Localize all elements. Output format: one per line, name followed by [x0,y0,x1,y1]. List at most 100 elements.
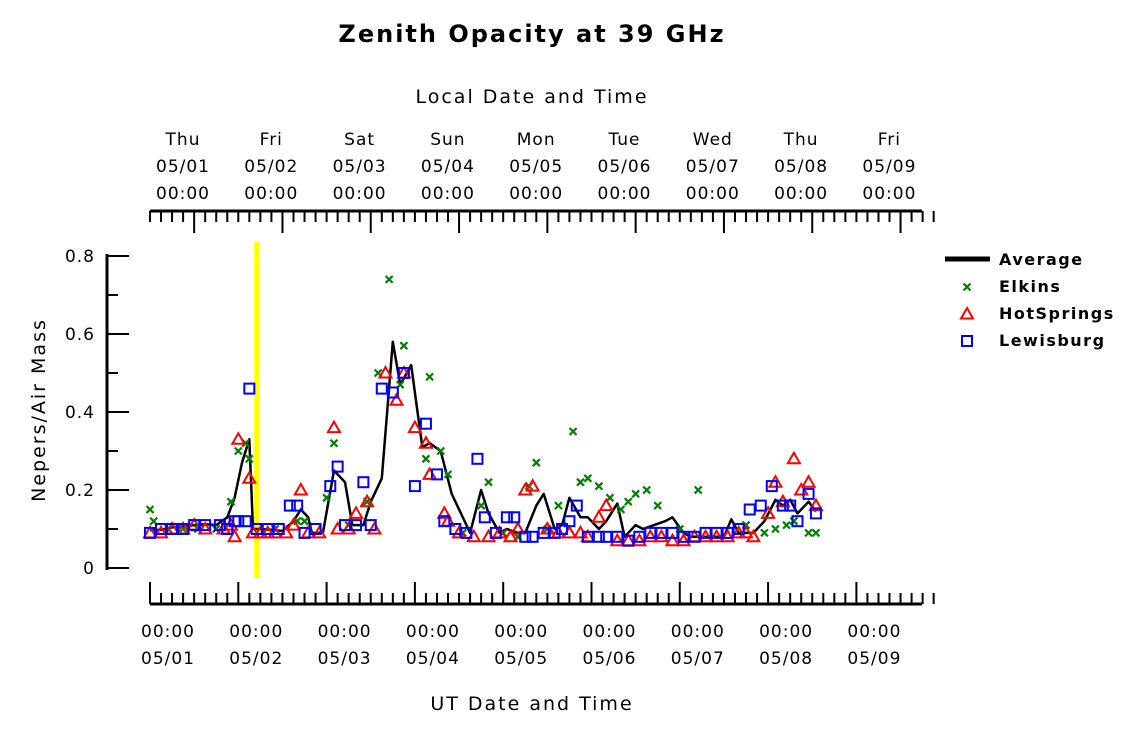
top-axis-label: Local Date and Time [415,86,648,108]
series-lewisburg-point [188,519,201,532]
top-axis: Thu 05/01 00:00 Fri 05/02 00:00 Sat 05/03 00:00 S… [149,130,935,233]
series-hotsprings-point [730,524,747,539]
series-hotsprings-point [153,524,169,539]
series-lewisburg-point [611,530,624,543]
top-tick-day: Mon [517,130,556,150]
legend-elkins-label: Elkins [999,277,1061,296]
series-hotsprings-point [675,532,692,547]
series-elkins-point [322,493,331,503]
series-hotsprings-point [760,505,776,519]
series-lewisburg-point [622,534,635,547]
series-lewisburg-point [677,530,690,543]
x-axis-label: UT Date and Time [430,693,633,715]
series-elkins-point [421,454,431,464]
series-lewisburg-point [710,526,723,539]
series-lewisburg-point [721,526,734,539]
top-tick-date: 05/01 [156,157,210,177]
series-elkins-point [653,501,663,510]
series-lewisburg-point [239,515,252,528]
series-hotsprings-point [745,528,762,543]
bottom-tick-time: 00:00 [318,622,372,642]
top-tick-date: 05/02 [244,157,298,177]
series-lewisburg-point [500,511,513,524]
top-tick-day: Fri [878,130,901,150]
series-lewisburg-point [556,523,569,535]
top-tick-day: Thu [783,130,819,150]
series-hotsprings-point [524,478,541,492]
legend-lewisburg-label: Lewisburg [999,331,1106,350]
series-hotsprings-point [631,532,648,547]
series-elkins-point [782,520,791,530]
series-hotsprings-point [293,481,309,496]
bottom-axis: 00:00 05/01 00:00 05/02 00:00 05/03 00:00 05/04… [141,582,935,669]
series-lewisburg-point [232,515,245,528]
series-elkins-point [554,501,563,510]
bottom-tick-date: 05/04 [406,649,460,669]
bottom-tick-time: 00:00 [406,622,460,642]
series-lewisburg-point [791,515,804,528]
legend-average-label: Average [999,250,1084,269]
top-tick-date: 05/06 [598,157,652,177]
series-elkins-point [145,505,155,514]
series-hotsprings-point [591,509,607,523]
series-elkins-point [594,481,604,491]
series-elkins-point [532,458,541,467]
top-tick-day: Sat [344,130,375,150]
series-lewisburg-point [408,480,421,493]
series-lewisburg-point [666,526,679,539]
series-lewisburg-point [375,382,388,395]
series-elkins-point [771,524,780,534]
series-elkins-point [234,446,243,456]
bottom-tick-time: 00:00 [229,622,283,642]
series-lewisburg-point [213,519,226,532]
series-hotsprings-point [388,392,405,406]
bottom-tick-date: 05/06 [583,649,637,669]
bottom-tick-time: 00:00 [847,622,901,642]
series-lewisburg-point [272,523,285,535]
legend-elkins-swatch [962,282,972,292]
series-lewisburg-point [570,499,583,512]
y-tick-label: 0.8 [65,247,95,267]
series-lewisburg-point [581,530,594,543]
series-elkins-point [624,497,633,506]
series-elkins-point [568,427,578,436]
series-lewisburg-point [397,367,410,379]
top-tick-date: 05/08 [774,157,828,177]
series-elkins-point [329,438,339,448]
series-hotsprings-point [407,419,423,434]
top-tick-time: 00:00 [244,184,298,204]
series-lewisburg-point [350,519,363,532]
series-hotsprings-point [285,517,302,531]
series-lewisburg-point [526,530,539,543]
bottom-tick-time: 00:00 [141,622,195,642]
series-lewisburg-point [754,499,767,512]
series-hotsprings-point [348,505,364,519]
series-lewisburg-point [508,511,521,524]
series-lewisburg-point [489,526,502,539]
top-tick-time: 00:00 [421,184,475,204]
series-lewisburg-point [537,526,550,539]
series-elkins-point [484,477,493,487]
legend-hotsprings-swatch [959,305,975,320]
series-hotsprings-point [664,532,681,547]
series-lewisburg-point [699,526,712,539]
series-lewisburg-point [419,417,432,430]
series-lewisburg-point [430,468,443,481]
bottom-tick-time: 00:00 [494,622,548,642]
bottom-tick-date: 05/07 [671,649,725,669]
series-elkins-point [245,454,254,464]
series-elkins-point [476,501,486,510]
series-lewisburg-point [177,523,190,535]
series-layer [142,275,824,547]
top-tick-date: 05/04 [421,157,475,177]
series-lewisburg-point [519,530,532,543]
series-elkins-point [436,446,445,456]
series-hotsprings-point [377,364,394,379]
series-hotsprings-point [230,431,247,445]
series-hotsprings-point [719,528,736,543]
series-hotsprings-point [598,497,614,512]
y-tick-label: 0 [83,559,95,579]
bottom-tick-date: 05/09 [847,649,901,669]
series-lewisburg-point [155,523,168,535]
